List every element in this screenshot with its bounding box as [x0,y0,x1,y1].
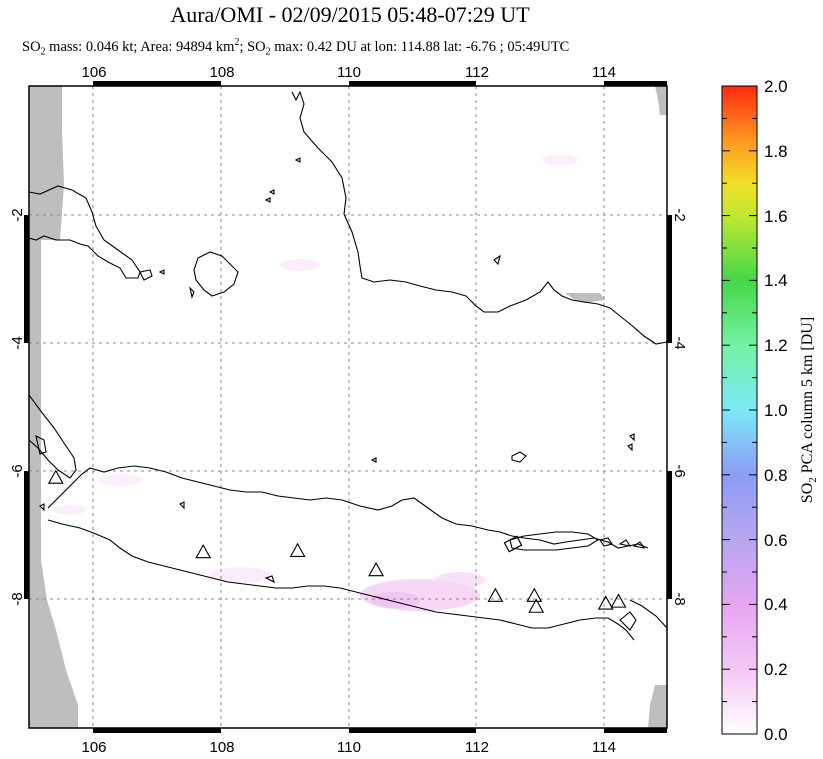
coast-java-west-islet [39,503,45,512]
lon-ticks-top: 106 108 110 112 114 [81,64,615,81]
lat-tick-left-6: -6 [9,464,26,477]
lon-tick-bottom-112: 112 [465,739,489,756]
volcano-marker-8 [610,593,627,608]
so2-max-pixel-box [503,535,523,553]
coast-seribu [179,501,185,510]
colorbar-tick-labels: 0.0 0.2 0.4 0.6 0.8 1.0 1.2 1.4 1.6 1.8 … [764,77,788,744]
map-frame [28,85,668,729]
coast-small-islet [370,457,377,463]
map-gridlines [29,86,667,728]
volcano-marker-4 [487,587,504,602]
lat-tick-left-8: -8 [9,592,26,605]
coast-bali [629,599,667,629]
coast-borneo-islet [493,254,501,266]
lon-tick-bottom-114: 114 [592,739,616,756]
coast-islet-c [264,197,271,203]
lat-tick-left-2: -2 [9,208,26,221]
cb-tick-5: 1.0 [764,401,788,420]
coast-java-north [47,465,649,549]
colorbar-ticks [722,85,757,735]
coast-bangka-islet [189,286,195,299]
cb-tick-3: 0.6 [764,531,788,550]
volcano-marker-1 [195,543,212,559]
volcano-marker-5 [526,587,543,602]
coast-kangean [627,433,635,452]
coast-java-south [47,519,635,641]
cb-tick-10: 2.0 [764,77,788,96]
coastlines [29,90,667,641]
cb-tick-6: 1.2 [764,336,788,355]
lon-tick-top-110: 110 [337,64,361,81]
lat-tick-left-4: -4 [9,336,26,349]
cb-tick-2: 0.4 [764,595,788,614]
lon-tick-bottom-106: 106 [81,739,106,756]
coast-sumatra [29,185,141,279]
coast-sumatra-south [29,394,77,479]
cb-tick-4: 0.8 [764,466,788,485]
lon-tick-top-108: 108 [209,64,234,81]
lat-tick-right-8: -8 [671,592,688,605]
map-area [29,86,667,728]
map-title: Aura/OMI - 02/09/2015 05:48-07:29 UT [170,2,530,27]
lon-tick-bottom-108: 108 [209,739,234,756]
coast-belitung-islet [158,269,165,275]
lon-ticks-bottom: 106 108 110 112 114 [81,739,615,756]
coast-south-islet [264,575,275,584]
volcano-marker-2 [289,542,306,557]
volcano-marker-7 [597,595,614,610]
coast-karimun [511,451,527,463]
lon-tick-top-106: 106 [81,64,106,81]
colorbar: 0.0 0.2 0.4 0.6 0.8 1.0 1.2 1.4 1.6 1.8 … [721,77,819,744]
coast-madura [509,531,600,551]
lat-tick-right-4: -4 [671,336,688,349]
cb-tick-7: 1.4 [764,271,788,290]
cb-tick-9: 1.8 [764,142,788,161]
map-border-bands [24,81,672,733]
missing-data-regions [29,86,667,728]
coast-sumatra-islet [139,269,153,281]
lat-ticks-left: -2 -4 -6 -8 [9,208,26,605]
lat-tick-right-6: -6 [671,464,688,477]
volcano-marker-6 [528,598,545,613]
coast-bali-sw [619,611,637,631]
so2-signal [54,155,578,611]
coast-islet-b [294,157,301,163]
coast-bangka [193,251,239,297]
map-subtitle: SO2 mass: 0.046 kt; Area: 94894 km2; SO2… [22,37,570,58]
lon-tick-bottom-110: 110 [337,739,361,756]
cb-tick-0: 0.0 [764,725,788,744]
lon-tick-top-112: 112 [465,64,489,81]
lon-tick-top-114: 114 [592,64,616,81]
volcano-marker-0 [47,469,64,484]
lat-ticks-right: -2 -4 -6 -8 [671,208,688,605]
coast-islet-a [268,189,275,195]
coast-madura-islets [599,537,646,549]
coast-borneo [291,90,667,345]
volcano-marker-3 [368,561,385,577]
cb-tick-1: 0.2 [764,660,788,679]
colorbar-label: SO2 PCA column 5 km [DU] [799,317,819,503]
lat-tick-right-2: -2 [671,208,688,221]
cb-tick-8: 1.6 [764,207,788,226]
coast-sunda-strait [35,434,47,455]
volcano-markers [47,469,627,613]
